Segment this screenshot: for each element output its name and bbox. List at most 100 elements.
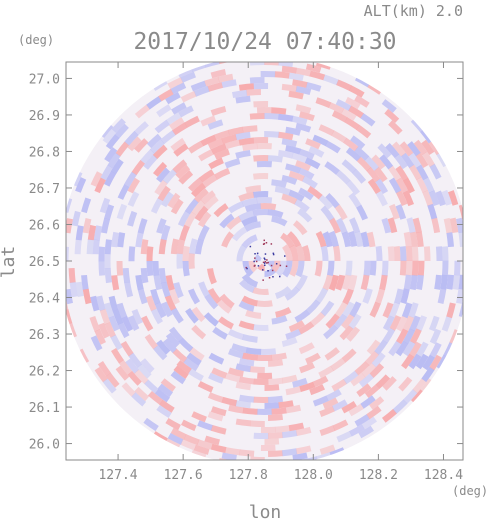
radar-cell [458,232,463,247]
radar-cell [152,144,168,160]
radar-cell [346,180,360,196]
radar-cell [156,218,167,234]
radar-cell [452,274,460,290]
radar-cell [382,315,395,331]
radar-cell [429,163,442,180]
radar-cell [285,328,302,340]
radar-cell [429,315,440,332]
radar-cell [140,239,149,255]
radar-cell [377,143,392,159]
radar-cell [408,353,422,370]
radar-speckle [263,262,266,264]
radar-cell [156,167,171,183]
radar-cell [114,123,129,139]
radar-cell [143,417,159,432]
radar-cell [409,274,418,291]
radar-cell [336,431,353,443]
radar-cell [249,366,265,373]
radar-cell [322,74,339,86]
radar-cell [94,329,106,345]
radar-cell [332,419,349,431]
radar-cell [415,152,429,168]
y-tick-label: 26.3 [29,328,60,343]
radar-cell [278,113,294,122]
radar-cell [210,106,227,116]
radar-cell [153,345,168,361]
radar-cell [169,326,183,342]
radar-cell [264,112,279,120]
radar-cell [71,210,81,227]
radar-cell [346,326,361,342]
radar-cell [156,339,171,355]
radar-cell [214,148,230,160]
radar-cell [145,295,157,312]
radar-cell [412,217,422,234]
radar-cell [256,161,272,168]
radar-cell [137,218,148,234]
radar-cell [188,368,204,382]
radar-cell [134,104,150,119]
radar-speckle [257,265,260,267]
radar-cell [75,177,87,193]
radar-cell [326,389,342,402]
radar-cell [167,192,181,209]
radar-cell [295,244,305,261]
radar-cell [295,85,312,95]
radar-cell [325,193,340,209]
radar-cell [358,425,374,439]
y-tick-label: 26.5 [29,255,60,270]
radar-cell [193,188,209,203]
radar-cell [235,381,251,391]
radar-cell [253,82,269,90]
radar-cell [333,313,348,329]
radar-cell [104,239,112,255]
radar-cell [178,170,194,185]
radar-speckle [270,264,273,267]
radar-cell [407,141,421,157]
radar-cell [97,361,111,377]
radar-cell [282,448,298,457]
y-tick-label: 27.0 [29,72,60,87]
radar-cell [298,342,315,355]
radar-cell [199,169,215,183]
radar-cell [253,324,269,332]
radar-cell [342,288,354,305]
radar-cell [180,439,197,451]
radar-cell [158,239,167,255]
radar-cell [224,158,241,169]
radar-cell [387,246,395,261]
radar-cell [274,185,291,196]
radar-speckle [255,260,258,263]
radar-cell [320,245,329,261]
radar-cell [392,399,408,414]
radar-cell [422,190,434,206]
radar-cell [312,375,329,388]
radar-cell [101,218,110,234]
radar-cell [282,244,293,261]
radar-cell [331,378,347,392]
radar-cell [336,79,352,91]
radar-cell [466,246,473,261]
radar-cell [66,288,73,305]
radar-cell [348,274,358,291]
radar-cell [364,384,380,398]
radar-cell [228,367,244,377]
radar-cell [134,386,150,402]
radar-cell [156,405,172,418]
radar-cell [381,260,389,276]
radar-cell [239,449,255,457]
radar-cell [184,115,200,128]
radar-cell [275,307,292,318]
radar-cell [204,294,219,310]
radar-cell [241,197,258,207]
radar-cell [170,198,184,215]
radar-cell [92,239,100,255]
radar-cell [403,389,418,404]
radar-cell [221,79,237,88]
radar-cell [134,369,149,385]
radar-cell [318,194,333,210]
radar-cell [253,378,269,385]
radar-cell [348,403,364,417]
radar-cell [423,177,435,193]
radar-cell [188,238,198,255]
